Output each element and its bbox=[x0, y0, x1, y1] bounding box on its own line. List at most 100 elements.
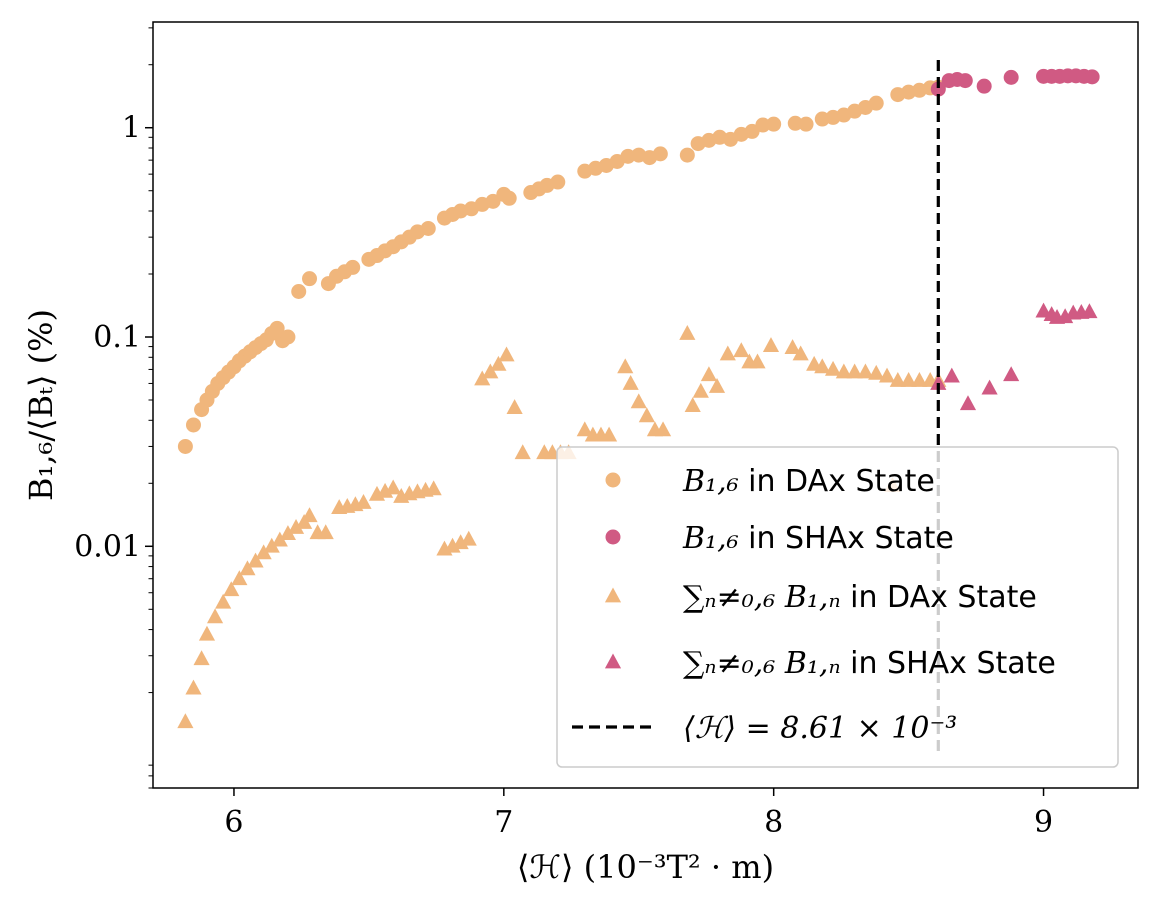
legend-marker bbox=[604, 587, 622, 603]
legend-math: ∑ₙ≠₀,₆ B₁,ₙ bbox=[683, 580, 841, 615]
data-point bbox=[1084, 69, 1100, 85]
legend-math: ∑ₙ≠₀,₆ B₁,ₙ bbox=[683, 646, 841, 681]
data-point bbox=[708, 378, 726, 393]
data-point bbox=[889, 371, 906, 387]
data-point bbox=[835, 363, 852, 379]
data-point bbox=[420, 220, 436, 236]
data-point bbox=[976, 78, 992, 94]
data-point bbox=[679, 324, 696, 340]
legend-text: in SHAx State bbox=[739, 521, 954, 556]
data-point bbox=[482, 363, 499, 379]
plot-marks bbox=[177, 60, 1100, 752]
y-tick-label: 1 bbox=[122, 111, 141, 146]
data-point bbox=[857, 363, 874, 379]
data-point bbox=[1003, 69, 1019, 85]
data-point bbox=[317, 524, 334, 540]
x-tick-label: 7 bbox=[494, 805, 513, 840]
data-point bbox=[460, 530, 477, 546]
data-point bbox=[700, 366, 717, 382]
data-point bbox=[474, 370, 491, 386]
data-point bbox=[749, 353, 766, 369]
legend-label: B₁,₆ in SHAx State bbox=[682, 521, 954, 556]
y-axis-label: B₁,₆/⟨Bₜ⟩ (%) bbox=[22, 309, 60, 501]
data-point bbox=[263, 537, 280, 553]
data-point bbox=[206, 608, 224, 624]
data-point bbox=[900, 371, 917, 387]
x-axis-label: ⟨ℋ⟩ (10⁻³T² · m) bbox=[517, 848, 774, 886]
legend-text: in SHAx State bbox=[841, 646, 1056, 681]
data-point bbox=[762, 337, 780, 352]
plot-frame bbox=[152, 21, 1139, 789]
data-point bbox=[223, 581, 240, 597]
series-1 bbox=[930, 68, 1100, 97]
legend-marker bbox=[605, 529, 621, 545]
data-point bbox=[824, 360, 842, 376]
data-point bbox=[784, 339, 801, 354]
data-point bbox=[787, 115, 803, 131]
data-point bbox=[247, 552, 264, 568]
legend-math: B₁,₆ bbox=[682, 464, 739, 499]
data-point bbox=[766, 116, 782, 132]
legend-label: ∑ₙ≠₀,₆ B₁,ₙ in SHAx State bbox=[683, 646, 1056, 681]
data-point bbox=[744, 123, 760, 139]
legend-item: B₁,₆ in DAx State bbox=[605, 464, 935, 499]
data-point bbox=[868, 95, 884, 111]
data-point bbox=[280, 329, 296, 345]
data-point bbox=[755, 117, 771, 133]
series-2 bbox=[177, 324, 947, 729]
data-point bbox=[981, 379, 998, 395]
data-point bbox=[271, 531, 288, 547]
legend-item: B₁,₆ in SHAx State bbox=[605, 521, 954, 556]
data-point bbox=[550, 174, 566, 190]
data-point bbox=[425, 480, 442, 496]
x-tick-label: 9 bbox=[1034, 805, 1053, 840]
data-point bbox=[215, 593, 232, 609]
data-point bbox=[911, 371, 928, 387]
data-point bbox=[490, 355, 507, 371]
data-point bbox=[185, 679, 202, 695]
data-point bbox=[814, 358, 831, 374]
legend-math: B₁,₆ bbox=[682, 521, 739, 556]
x-tick-label: 8 bbox=[764, 805, 783, 840]
data-point bbox=[798, 116, 814, 132]
data-point bbox=[345, 259, 361, 275]
data-point bbox=[679, 147, 695, 163]
data-point bbox=[385, 479, 402, 495]
x-axis: 6 7 8 9 bbox=[224, 788, 1053, 840]
data-point bbox=[193, 650, 210, 666]
data-point bbox=[231, 570, 248, 586]
data-point bbox=[291, 283, 307, 299]
data-point bbox=[692, 382, 709, 398]
data-point bbox=[943, 367, 960, 383]
data-point bbox=[255, 544, 272, 560]
data-point bbox=[185, 417, 201, 433]
legend-math: ⟨ℋ⟩ = 8.61 × 10⁻³ bbox=[683, 711, 957, 746]
data-point bbox=[930, 81, 946, 97]
data-point bbox=[654, 421, 672, 437]
data-point bbox=[959, 395, 977, 411]
series-0 bbox=[177, 79, 946, 454]
data-point bbox=[719, 345, 736, 361]
data-point bbox=[1081, 303, 1098, 319]
legend-text: in DAx State bbox=[739, 464, 935, 499]
data-point bbox=[878, 367, 896, 383]
y-tick-label: 0.1 bbox=[93, 320, 141, 355]
data-point bbox=[239, 560, 256, 576]
legend-item: ∑ₙ≠₀,₆ B₁,ₙ in SHAx State bbox=[604, 646, 1056, 681]
data-point bbox=[957, 73, 973, 89]
legend-box bbox=[556, 446, 1119, 768]
x-tick-label: 6 bbox=[224, 805, 243, 840]
data-point bbox=[301, 507, 318, 523]
legend-label: B₁,₆ in DAx State bbox=[682, 464, 935, 499]
data-point bbox=[930, 374, 947, 390]
data-point bbox=[506, 399, 523, 414]
data-point bbox=[638, 407, 655, 423]
legend-label: ⟨ℋ⟩ = 8.61 × 10⁻³ bbox=[683, 711, 957, 746]
legend-label: ∑ₙ≠₀,₆ B₁,ₙ in DAx State bbox=[683, 580, 1037, 615]
data-point bbox=[792, 345, 809, 361]
data-point bbox=[177, 438, 193, 454]
data-point bbox=[630, 393, 647, 409]
data-point bbox=[576, 421, 593, 437]
